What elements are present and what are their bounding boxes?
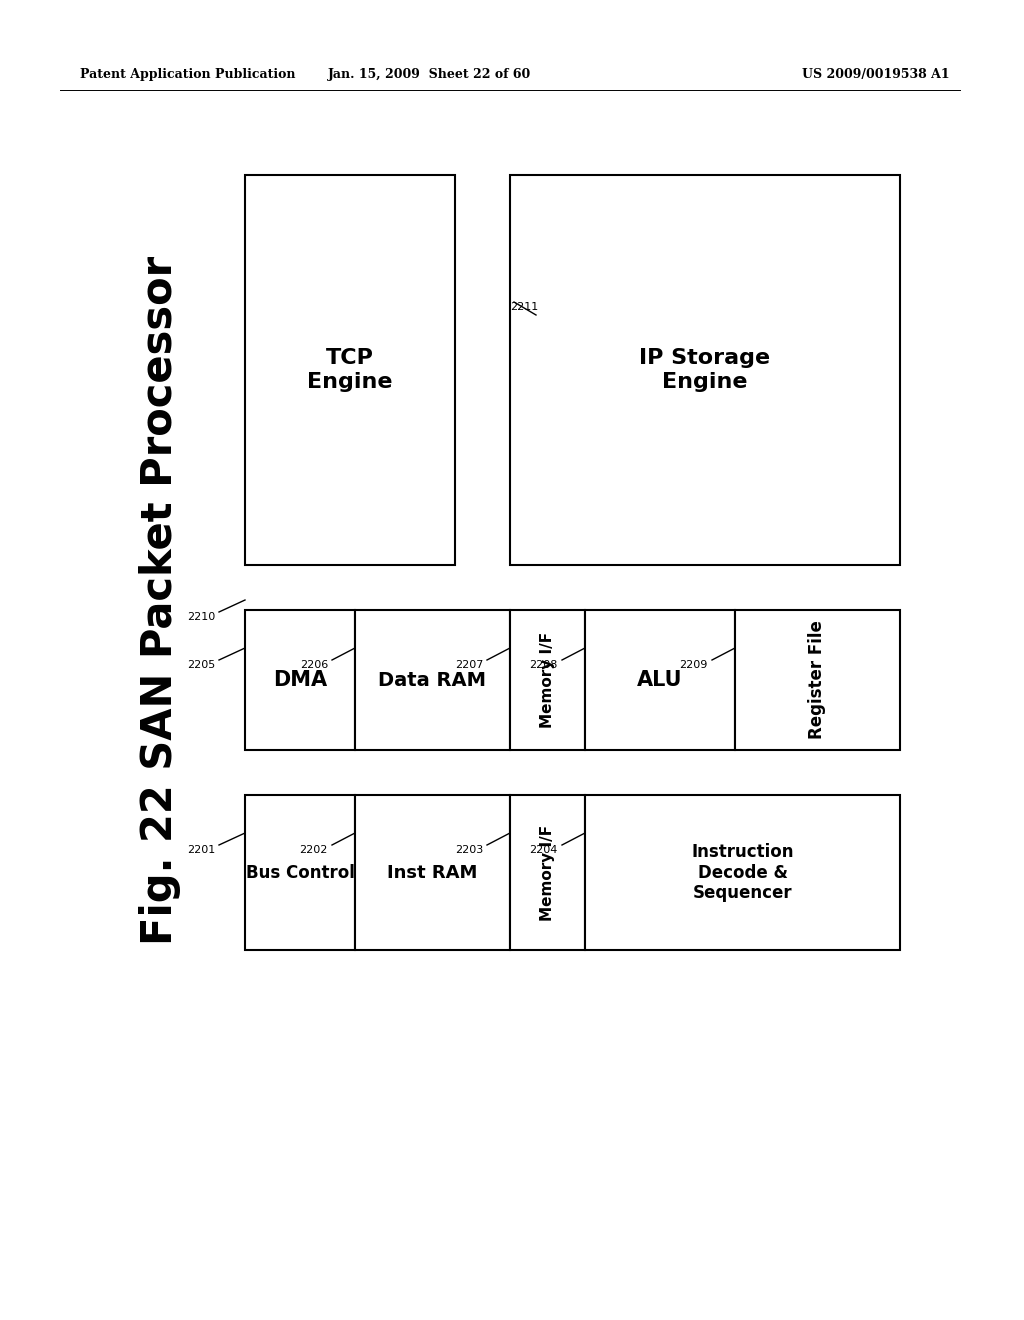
Text: US 2009/0019538 A1: US 2009/0019538 A1 bbox=[803, 69, 950, 81]
Text: 2204: 2204 bbox=[529, 845, 558, 855]
Text: 2205: 2205 bbox=[186, 660, 215, 671]
Text: ALU: ALU bbox=[637, 671, 683, 690]
Text: DMA: DMA bbox=[273, 671, 327, 690]
Text: TCP
Engine: TCP Engine bbox=[307, 348, 393, 392]
Bar bbox=[510, 795, 585, 950]
Bar bbox=[585, 610, 735, 750]
Bar bbox=[355, 795, 510, 950]
Text: Bus Control: Bus Control bbox=[246, 863, 354, 882]
Text: Patent Application Publication: Patent Application Publication bbox=[80, 69, 296, 81]
Bar bbox=[735, 610, 900, 750]
Text: 2207: 2207 bbox=[455, 660, 483, 671]
Text: 2208: 2208 bbox=[529, 660, 558, 671]
Bar bbox=[245, 795, 355, 950]
Text: Register File: Register File bbox=[809, 620, 826, 739]
Bar bbox=[245, 610, 355, 750]
Text: 2211: 2211 bbox=[510, 302, 539, 312]
Text: Memory I/F: Memory I/F bbox=[540, 632, 555, 729]
Bar bbox=[355, 610, 510, 750]
Text: Memory I/F: Memory I/F bbox=[540, 825, 555, 920]
Bar bbox=[585, 795, 900, 950]
Text: 2203: 2203 bbox=[455, 845, 483, 855]
Text: Inst RAM: Inst RAM bbox=[387, 863, 477, 882]
Text: 2206: 2206 bbox=[300, 660, 328, 671]
Text: 2202: 2202 bbox=[300, 845, 328, 855]
Text: Fig. 22 SAN Packet Processor: Fig. 22 SAN Packet Processor bbox=[139, 256, 181, 945]
Text: Data RAM: Data RAM bbox=[379, 671, 486, 689]
Bar bbox=[245, 176, 455, 565]
Text: Instruction
Decode &
Sequencer: Instruction Decode & Sequencer bbox=[691, 842, 794, 903]
Text: 2210: 2210 bbox=[186, 612, 215, 622]
Bar bbox=[510, 610, 585, 750]
Text: IP Storage
Engine: IP Storage Engine bbox=[639, 348, 771, 392]
Text: Jan. 15, 2009  Sheet 22 of 60: Jan. 15, 2009 Sheet 22 of 60 bbox=[329, 69, 531, 81]
Bar bbox=[510, 176, 900, 565]
Text: 2201: 2201 bbox=[186, 845, 215, 855]
Text: 2209: 2209 bbox=[680, 660, 708, 671]
